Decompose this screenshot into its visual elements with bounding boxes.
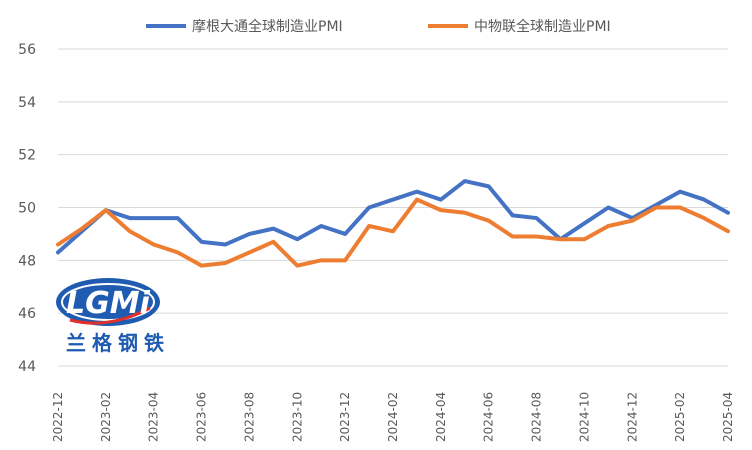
x-tick-label: 2023-12 [338,392,352,442]
y-tick-label: 46 [18,306,36,322]
y-tick-label: 52 [18,148,36,164]
series-group [56,179,730,268]
x-tick-label: 2023-06 [195,392,209,442]
y-axis: 44 46 48 50 52 54 56 [18,42,36,375]
series-line-0 [56,179,730,255]
logo-chinese-name: 兰格钢铁 [66,331,170,355]
grid-lines [58,48,728,367]
x-tick-label: 2023-04 [147,392,161,442]
series-line-1 [56,197,730,268]
x-tick-label: 2024-08 [530,392,544,442]
x-tick-label: 2022-12 [51,392,65,442]
x-tick-label: 2024-12 [625,392,639,442]
lange-steel-logo: LGMi 兰格钢铁 [56,278,170,355]
x-axis: 2022-12 2023-02 2023-04 2023-06 2023-08 2023-… [51,392,735,442]
x-tick-label: 2024-02 [386,392,400,442]
x-tick-label: 2023-08 [242,392,256,442]
x-tick-label: 2023-10 [290,392,304,442]
legend-label-jpm: 摩根大通全球制造业PMI [192,18,343,35]
y-tick-label: 48 [18,253,36,269]
x-tick-label: 2025-02 [673,392,687,442]
x-tick-label: 2025-04 [721,392,735,442]
y-tick-label: 56 [18,42,36,58]
logo-swoosh [69,306,151,325]
x-tick-label: 2024-10 [577,392,591,442]
y-tick-label: 50 [18,201,36,217]
legend: 摩根大通全球制造业PMI 中物联全球制造业PMI [146,18,611,35]
x-tick-label: 2024-04 [434,392,448,442]
logo-ring [61,283,155,321]
legend-label-cflp: 中物联全球制造业PMI [474,18,611,35]
x-tick-label: 2023-02 [99,392,113,442]
y-tick-label: 44 [18,359,36,375]
logo-wordmark: LGMi [66,286,151,321]
x-tick-label: 2024-06 [482,392,496,442]
y-tick-label: 54 [18,95,36,111]
